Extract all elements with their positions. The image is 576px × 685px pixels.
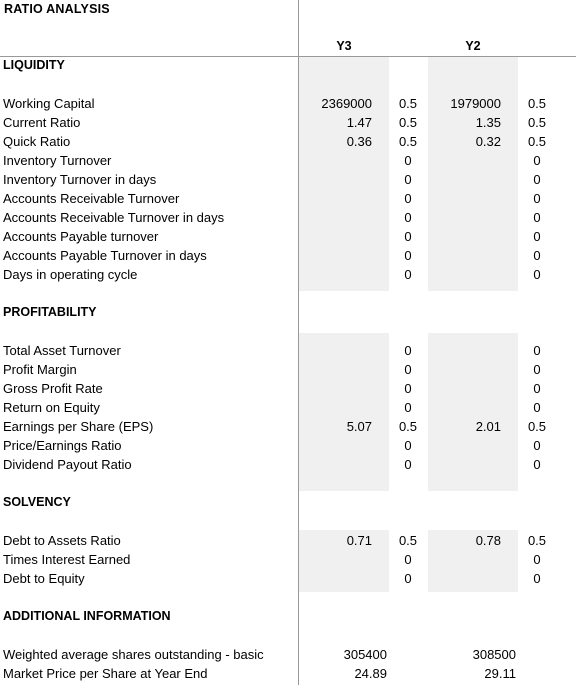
section-profitability: PROFITABILITY <box>3 305 97 319</box>
weight-y2: 0.5 <box>527 134 547 149</box>
weight-y2: 0 <box>533 172 541 187</box>
row-label: Debt to Assets Ratio <box>3 533 121 548</box>
value-y2: 1979000 <box>450 96 501 111</box>
shade-y2-b <box>428 333 518 491</box>
weight-y3: 0 <box>404 571 412 586</box>
weight-y2: 0 <box>533 210 541 225</box>
weight-y2: 0 <box>533 229 541 244</box>
column-divider <box>298 0 299 685</box>
header-divider <box>0 56 576 57</box>
weight-y3: 0 <box>404 381 412 396</box>
row-label: Accounts Payable turnover <box>3 229 159 244</box>
value-y2: 0.32 <box>475 134 501 149</box>
weight-y2: 0 <box>533 153 541 168</box>
weight-y3: 0 <box>404 400 412 415</box>
weight-y2: 0 <box>533 248 541 263</box>
row-label: Gross Profit Rate <box>3 381 103 396</box>
section-liquidity: LIQUIDITY <box>3 58 65 72</box>
weight-y2: 0 <box>533 571 541 586</box>
shade-y3-b <box>299 333 389 491</box>
value-y3: 2369000 <box>321 96 372 111</box>
weight-y3: 0.5 <box>398 134 418 149</box>
row-label: Price/Earnings Ratio <box>3 438 122 453</box>
weight-y2: 0.5 <box>527 419 547 434</box>
weight-y3: 0 <box>404 267 412 282</box>
additional-label: Market Price per Share at Year End <box>3 666 208 681</box>
value-y3: 0.36 <box>346 134 372 149</box>
weight-y2: 0.5 <box>527 533 547 548</box>
weight-y3: 0 <box>404 343 412 358</box>
sheet-title: RATIO ANALYSIS <box>4 2 110 16</box>
column-header-y2: Y2 <box>465 39 481 53</box>
row-label: Working Capital <box>3 96 95 111</box>
weight-y2: 0 <box>533 381 541 396</box>
weight-y3: 0 <box>404 362 412 377</box>
shade-y3-a <box>299 57 389 291</box>
row-label: Total Asset Turnover <box>3 343 121 358</box>
additional-label: Weighted average shares outstanding - ba… <box>3 647 264 662</box>
weight-y3: 0.5 <box>398 115 418 130</box>
weight-y2: 0 <box>533 400 541 415</box>
weight-y2: 0 <box>533 267 541 282</box>
row-label: Accounts Payable Turnover in days <box>3 248 207 263</box>
value-y3: 1.47 <box>346 115 372 130</box>
row-label: Return on Equity <box>3 400 100 415</box>
weight-y3: 0 <box>404 172 412 187</box>
weight-y2: 0 <box>533 362 541 377</box>
weight-y3: 0 <box>404 153 412 168</box>
weight-y3: 0 <box>404 229 412 244</box>
row-label: Inventory Turnover in days <box>3 172 157 187</box>
weight-y2: 0 <box>533 438 541 453</box>
row-label: Earnings per Share (EPS) <box>3 419 154 434</box>
additional-value-y2: 308500 <box>472 647 516 662</box>
row-label: Accounts Receivable Turnover in days <box>3 210 225 225</box>
row-label: Accounts Receivable Turnover <box>3 191 180 206</box>
weight-y2: 0 <box>533 552 541 567</box>
weight-y2: 0 <box>533 457 541 472</box>
value-y2: 0.78 <box>475 533 501 548</box>
weight-y2: 0 <box>533 191 541 206</box>
shade-y3-c <box>299 530 389 592</box>
weight-y3: 0.5 <box>398 419 418 434</box>
additional-value-y2: 29.11 <box>484 666 516 681</box>
row-label: Days in operating cycle <box>3 267 138 282</box>
value-y3: 5.07 <box>346 419 372 434</box>
weight-y3: 0 <box>404 210 412 225</box>
value-y2: 1.35 <box>475 115 501 130</box>
weight-y3: 0 <box>404 191 412 206</box>
row-label: Inventory Turnover <box>3 153 112 168</box>
section-solvency: SOLVENCY <box>3 495 71 509</box>
weight-y3: 0 <box>404 457 412 472</box>
weight-y2: 0 <box>533 343 541 358</box>
row-label: Dividend Payout Ratio <box>3 457 132 472</box>
column-header-y3: Y3 <box>336 39 352 53</box>
additional-value-y3: 24.89 <box>354 666 387 681</box>
row-label: Debt to Equity <box>3 571 85 586</box>
weight-y3: 0 <box>404 248 412 263</box>
shade-y2-a <box>428 57 518 291</box>
additional-value-y3: 305400 <box>343 647 387 662</box>
row-label: Quick Ratio <box>3 134 71 149</box>
weight-y3: 0 <box>404 438 412 453</box>
section-additional: ADDITIONAL INFORMATION <box>3 609 171 623</box>
shade-y2-c <box>428 530 518 592</box>
value-y3: 0.71 <box>346 533 372 548</box>
weight-y3: 0.5 <box>398 533 418 548</box>
row-label: Current Ratio <box>3 115 81 130</box>
weight-y2: 0.5 <box>527 115 547 130</box>
row-label: Times Interest Earned <box>3 552 131 567</box>
weight-y3: 0.5 <box>398 96 418 111</box>
value-y2: 2.01 <box>475 419 501 434</box>
row-label: Profit Margin <box>3 362 77 377</box>
weight-y3: 0 <box>404 552 412 567</box>
weight-y2: 0.5 <box>527 96 547 111</box>
